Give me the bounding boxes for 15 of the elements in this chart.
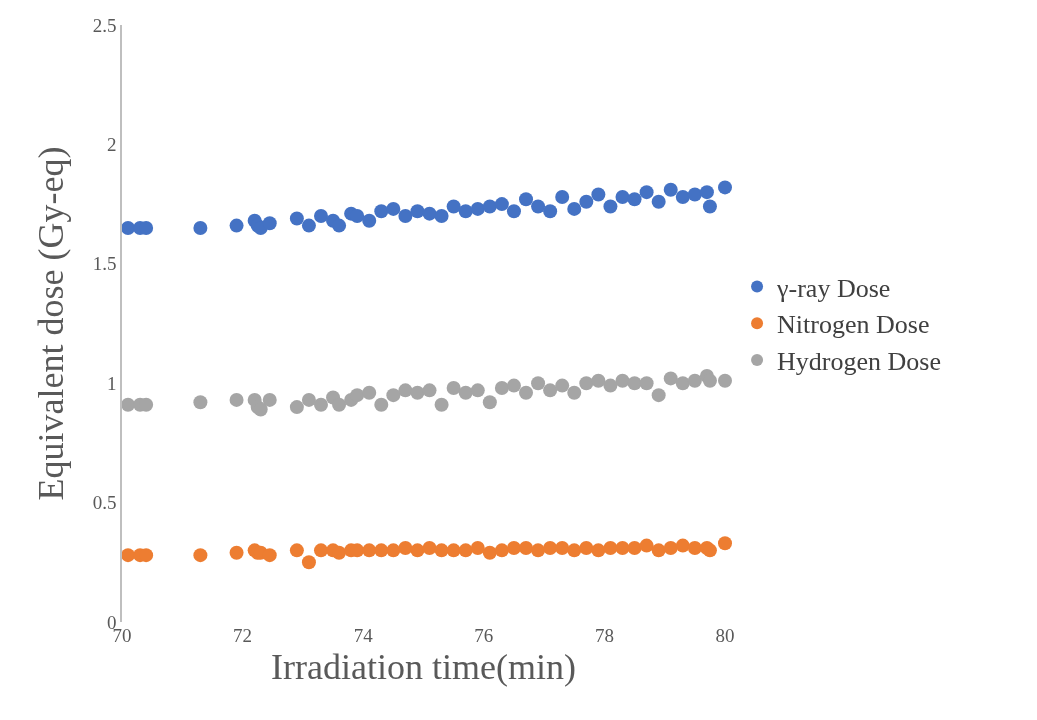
x-tick-label: 76: [474, 625, 494, 646]
y-tick-label: 2: [106, 134, 117, 156]
y-tick-label: 1: [106, 372, 117, 394]
legend-label: Hydrogen Dose: [777, 347, 941, 377]
x-tick-label: 78: [594, 625, 614, 646]
x-tick-label: 74: [353, 625, 374, 646]
y-axis-title: Equivalent dose (Gy-eq): [31, 146, 72, 501]
x-axis-title: Irradiation time(min): [271, 646, 576, 687]
y-tick-label: 0.5: [92, 492, 117, 514]
x-tick-label: 80: [715, 625, 735, 646]
legend-label: γ-ray Dose: [776, 273, 891, 303]
x-tick-label: 72: [233, 625, 253, 646]
legend-label: Nitrogen Dose: [777, 310, 930, 340]
y-tick-label: 1.5: [92, 253, 117, 275]
y-tick-label: 2.5: [92, 14, 117, 36]
